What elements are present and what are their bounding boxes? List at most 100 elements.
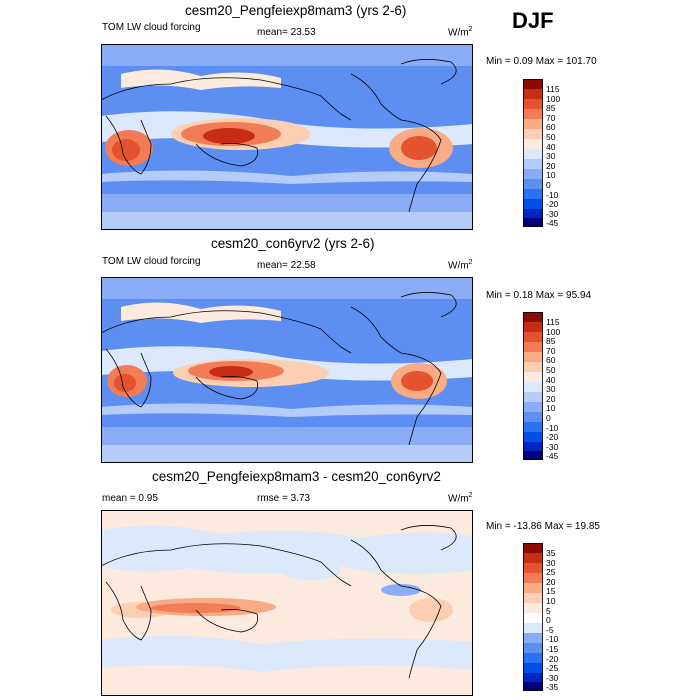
- swatch: [523, 199, 543, 209]
- colorbar-label: -20: [546, 432, 559, 443]
- colorbar-label: 60: [546, 122, 556, 133]
- southern-storm-track: [101, 170, 473, 184]
- colorbar-label: 10: [546, 170, 556, 181]
- swatch: [523, 119, 543, 129]
- colorbar-label: 35: [546, 548, 556, 558]
- panel-2-field-label: TOM LW cloud forcing: [102, 256, 201, 267]
- colorbar-label: 20: [546, 393, 556, 404]
- swatch: [523, 109, 543, 119]
- panel-3-minmax: Min = -13.86 Max = 19.85: [486, 521, 600, 532]
- colorbar-label: 115: [546, 84, 560, 94]
- colorbar-label: 100: [546, 93, 561, 104]
- swatch: [523, 372, 543, 382]
- colorbar-label: 30: [546, 557, 556, 568]
- swatch: [523, 159, 543, 169]
- coastlines: [101, 59, 457, 213]
- colorbar-label: 30: [546, 384, 556, 395]
- colorbar-label: 85: [546, 336, 556, 347]
- season-label: DJF: [512, 8, 554, 33]
- swatch: [523, 322, 543, 332]
- panel-3-units: W/m2: [448, 492, 473, 505]
- panel-3-title: cesm20_Pengfeiexp8mam3 - cesm20_con6yrv2: [152, 469, 441, 484]
- colorbar-label: 5: [546, 605, 551, 616]
- colorbar-label: 0: [546, 615, 551, 626]
- panel-3-colorbar-labels: 35 30 25 20 15 10 5 0 -5 -10 -15 -20 -25…: [546, 548, 576, 692]
- colorbar-label: 70: [546, 345, 556, 356]
- panel-1-units: W/m2: [448, 26, 473, 39]
- swatch: [523, 543, 543, 553]
- colorbar-label: -10: [546, 634, 559, 645]
- swatch: [523, 623, 543, 633]
- midlat-storm-track: [121, 69, 281, 90]
- map-frame: [101, 510, 473, 696]
- swatch: [523, 603, 543, 613]
- colorbar-label: 100: [546, 326, 561, 337]
- panel-1-colorbar: [523, 79, 543, 227]
- swatch: [523, 382, 543, 392]
- coastlines: [101, 525, 457, 679]
- colorbar-label: -30: [546, 672, 559, 683]
- swatch: [523, 169, 543, 179]
- colorbar-label: -30: [546, 441, 559, 452]
- colorbar-label: -20: [546, 199, 559, 210]
- colorbar-frame: [523, 543, 543, 691]
- panel-2-title: cesm20_con6yrv2 (yrs 2-6): [211, 236, 375, 251]
- swatch: [523, 332, 543, 342]
- panel-3-rmse: rmse = 3.73: [257, 493, 311, 504]
- swatch: [523, 89, 543, 99]
- swatch: [523, 553, 543, 563]
- swatch: [523, 422, 543, 432]
- swatch: [523, 79, 543, 89]
- southern-storm-track: [101, 403, 473, 417]
- swatch: [523, 643, 543, 653]
- swatch: [523, 573, 543, 583]
- swatch: [523, 442, 543, 451]
- swatch: [523, 593, 543, 603]
- colorbar-label: -35: [546, 682, 559, 693]
- panel-2-map: [101, 277, 473, 463]
- panel-1-colorbar-labels: 115 100 85 70 60 50 40 30 20 10 0 -10 -2…: [546, 84, 576, 228]
- panel-2-minmax: Min = 0.18 Max = 95.94: [486, 290, 592, 301]
- positive-amazon: [409, 598, 453, 622]
- africa-core: [114, 374, 136, 392]
- arctic-band: [101, 277, 473, 299]
- panel-2-colorbar: [523, 312, 543, 460]
- swatch: [523, 209, 543, 218]
- amazon-core: [401, 371, 433, 391]
- swatch: [523, 312, 543, 322]
- colorbar-label: 60: [546, 355, 556, 366]
- panel-1-title: cesm20_Pengfeiexp8mam3 (yrs 2-6): [185, 3, 407, 18]
- colorbar-label: 0: [546, 180, 551, 190]
- panel-3-colorbar: [523, 543, 543, 691]
- panel-1-field-label: TOM LW cloud forcing: [102, 22, 201, 33]
- colorbar-swatches: [523, 543, 543, 691]
- map-frame: [101, 277, 473, 463]
- colorbar-label: 20: [546, 160, 556, 171]
- colorbar-label: 0: [546, 413, 551, 423]
- colorbar-label: -10: [546, 189, 559, 200]
- panel-1-minmax: Min = 0.09 Max = 101.70: [486, 56, 597, 67]
- colorbar-label: -15: [546, 644, 559, 654]
- antarctic-band: [101, 445, 473, 463]
- swatch: [523, 139, 543, 149]
- panel-1-map: [101, 44, 473, 230]
- colorbar-label: -20: [546, 653, 559, 664]
- swatch: [523, 352, 543, 362]
- warm-pool-core: [203, 128, 255, 144]
- swatch: [523, 179, 543, 189]
- africa-core: [112, 139, 140, 161]
- colorbar-label: 40: [546, 141, 556, 152]
- colorbar-label: 25: [546, 567, 556, 578]
- swatch: [523, 451, 543, 460]
- swatch: [523, 432, 543, 442]
- swatch: [523, 663, 543, 673]
- colorbar-frame: [523, 79, 543, 227]
- midlat-storm-track: [121, 302, 281, 323]
- colorbar-label: 20: [546, 576, 556, 587]
- swatch: [523, 362, 543, 372]
- colorbar-label: -45: [546, 218, 559, 229]
- panel-3-mean: mean = 0.95: [102, 493, 158, 504]
- swatch: [523, 392, 543, 402]
- colorbar-label: -5: [546, 624, 554, 635]
- arctic-band: [101, 44, 473, 66]
